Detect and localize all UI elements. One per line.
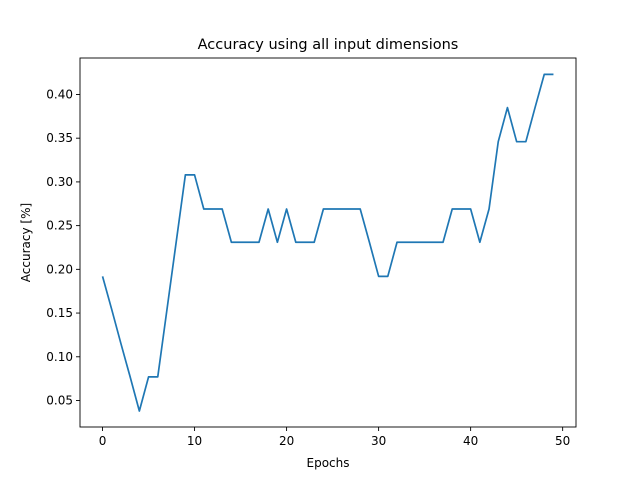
x-tick-label: 0 <box>99 434 107 448</box>
plot-area <box>101 73 554 412</box>
series-line-0 <box>101 73 554 412</box>
y-tick-label: 0.05 <box>46 394 73 408</box>
x-axis: 0 10 20 30 40 50 <box>99 427 570 448</box>
y-tick-label: 0.40 <box>46 87 73 101</box>
x-axis-label: Epochs <box>307 456 350 470</box>
x-tick-label: 50 <box>555 434 570 448</box>
y-tick-label: 0.15 <box>46 306 73 320</box>
y-axis: 0.05 0.10 0.15 0.20 0.25 0.30 0.35 0.40 <box>46 87 80 408</box>
x-tick-label: 10 <box>187 434 202 448</box>
x-tick-label: 40 <box>463 434 478 448</box>
axes-frame <box>79 57 577 428</box>
chart-title: Accuracy using all input dimensions <box>198 37 459 53</box>
y-tick-label: 0.10 <box>46 350 73 364</box>
x-tick-label: 20 <box>279 434 294 448</box>
x-tick-label: 30 <box>371 434 386 448</box>
y-tick-label: 0.20 <box>46 262 73 276</box>
y-tick-label: 0.35 <box>46 131 73 145</box>
y-tick-label: 0.30 <box>46 175 73 189</box>
y-axis-label: Accuracy [%] <box>19 203 33 282</box>
y-tick-label: 0.25 <box>46 219 73 233</box>
